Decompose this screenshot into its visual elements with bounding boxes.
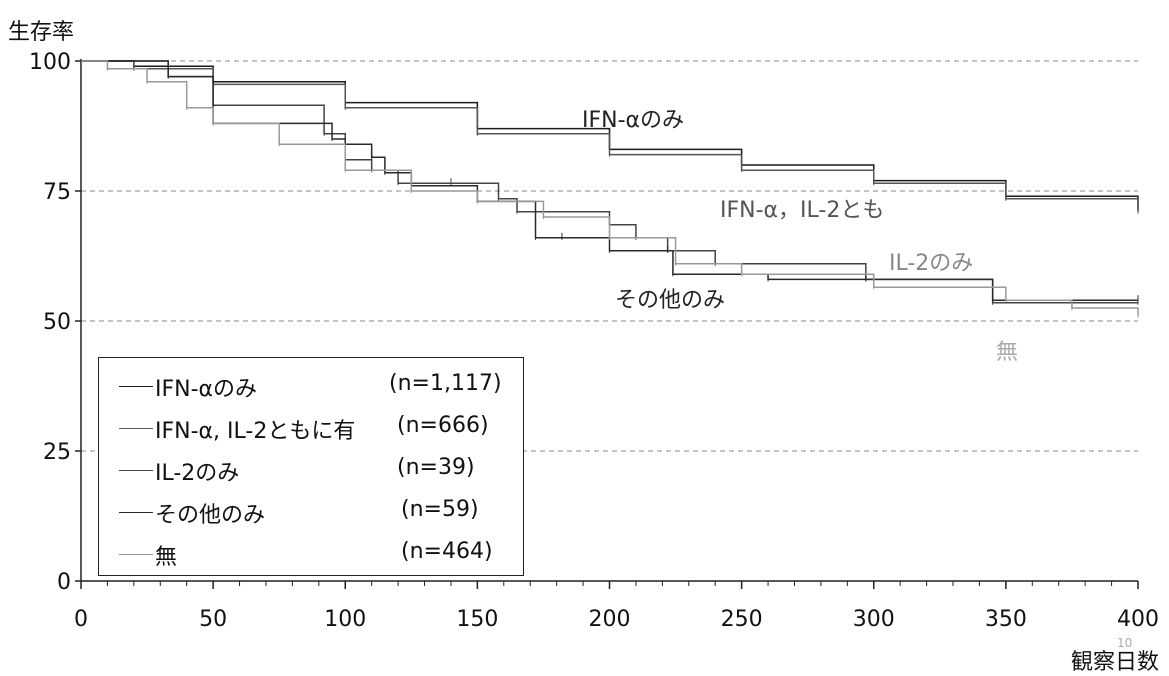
legend-label: IFN-αのみ (155, 377, 258, 402)
legend: IFN-αのみ (n=1,117) IFN-α, IL-2ともに有 (n=666… (98, 357, 524, 576)
x-tick-label: 100 (324, 607, 366, 632)
legend-line-ifn-il2-both (119, 428, 153, 429)
legend-item: IL-2のみ (n=39) (119, 455, 519, 486)
legend-line-ifn-alpha-only (119, 386, 153, 387)
legend-label: その他のみ (155, 503, 266, 528)
y-tick-label: 50 (43, 310, 71, 335)
x-tick-label: 350 (985, 607, 1027, 632)
annotation-other-only: その他のみ (615, 288, 726, 313)
legend-line-il2-only (119, 470, 153, 471)
x-tick-label: 0 (74, 607, 88, 632)
x-tick-label: 150 (456, 607, 498, 632)
legend-item: IFN-αのみ (n=1,117) (119, 371, 519, 402)
survival-curve-il2-only (81, 60, 1138, 304)
y-axis-label: 生存率 (8, 20, 75, 45)
annotation-none: 無 (996, 340, 1019, 365)
annotation-ifn-il2-both: IFN-α，IL-2とも (720, 198, 885, 223)
x-tick-label: 400 (1117, 607, 1159, 632)
page-number: 10 (1117, 636, 1133, 650)
legend-label: 無 (155, 545, 178, 570)
x-tick-label: 200 (589, 607, 631, 632)
legend-item: 無 (n=464) (119, 539, 519, 570)
legend-item: その他のみ (n=59) (119, 497, 519, 528)
survival-curve-none (81, 60, 1139, 316)
legend-count: (n=666) (397, 413, 489, 438)
x-axis-label: 観察日数 (1070, 650, 1159, 675)
x-tick-label: 300 (853, 607, 895, 632)
y-tick-label: 25 (43, 440, 71, 465)
legend-count: (n=464) (401, 539, 493, 564)
survival-curve-ifn-alpha-only (81, 60, 1139, 210)
y-tick-label: 100 (29, 50, 71, 75)
x-tick-label: 50 (199, 607, 227, 632)
legend-line-other-only (119, 512, 153, 513)
legend-count: (n=1,117) (389, 371, 502, 396)
x-tick-label: 250 (721, 607, 763, 632)
legend-label: IL-2のみ (155, 461, 240, 486)
legend-item: IFN-α, IL-2ともに有 (n=666) (119, 413, 519, 444)
survival-curve-ifn-il2-both (81, 60, 1139, 212)
annotation-il2-only: IL-2のみ (889, 251, 974, 276)
legend-label: IFN-α, IL-2ともに有 (155, 419, 356, 444)
legend-count: (n=59) (401, 497, 479, 522)
legend-line-none (119, 554, 153, 555)
annotation-ifn-alpha-only: IFN-αのみ (582, 108, 685, 133)
y-tick-label: 0 (57, 570, 71, 595)
legend-count: (n=39) (397, 455, 475, 480)
y-tick-label: 75 (43, 180, 71, 205)
